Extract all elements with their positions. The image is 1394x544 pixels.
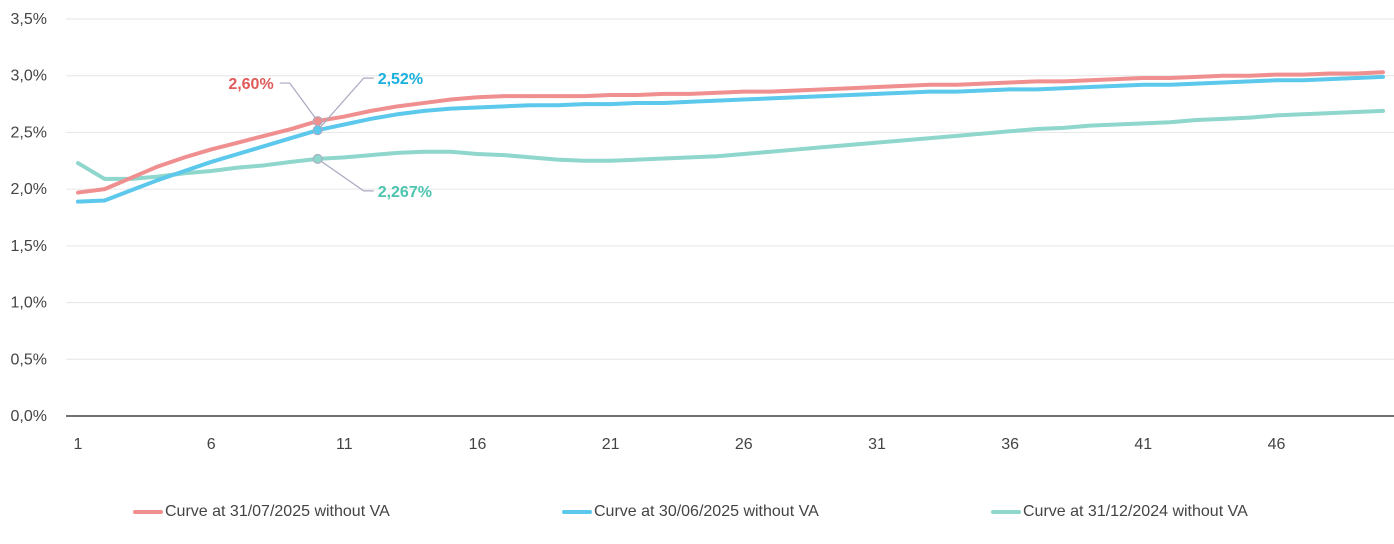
x-tick-label: 36 (1001, 436, 1019, 453)
legend-swatch-dec-2024 (991, 510, 1021, 514)
y-tick-label: 3,0% (11, 68, 47, 85)
legend-item-dec-2024[interactable]: Curve at 31/12/2024 without VA (991, 498, 1248, 526)
chart-legend: Curve at 31/07/2025 without VA Curve at … (0, 498, 1394, 528)
y-tick-label: 0,0% (11, 408, 47, 425)
annotation-leader-2 (317, 158, 374, 192)
y-tick-label: 1,5% (11, 238, 47, 255)
y-tick-label: 2,0% (11, 181, 47, 198)
x-tick-label: 16 (469, 436, 487, 453)
annotation-marker-2 (312, 153, 323, 164)
y-tick-label: 1,0% (11, 295, 47, 312)
series-line-2 (76, 108, 1385, 181)
series-line-0 (76, 70, 1385, 195)
legend-item-jun-2025[interactable]: Curve at 30/06/2025 without VA (562, 498, 819, 526)
x-tick-label: 41 (1134, 436, 1152, 453)
annotation-label-0: 2,60% (228, 76, 273, 93)
x-tick-label: 26 (735, 436, 753, 453)
legend-label-jun-2025: Curve at 30/06/2025 without VA (594, 503, 819, 520)
y-tick-label: 0,5% (11, 351, 47, 368)
legend-item-jul-2025[interactable]: Curve at 31/07/2025 without VA (133, 498, 390, 526)
y-tick-label: 2,5% (11, 124, 47, 141)
series-line-1 (76, 74, 1385, 204)
legend-label-jul-2025: Curve at 31/07/2025 without VA (165, 503, 390, 520)
x-tick-label: 11 (336, 436, 353, 453)
x-tick-label: 21 (602, 436, 620, 453)
x-tick-label: 1 (74, 436, 83, 453)
x-tick-label: 31 (868, 436, 886, 453)
annotation-leader-1 (317, 77, 374, 131)
x-tick-label: 46 (1268, 436, 1286, 453)
annotation-label-2: 2,267% (378, 184, 432, 201)
annotation-label-1: 2,52% (378, 71, 423, 88)
x-tick-label: 6 (207, 436, 216, 453)
annotation-leader-0 (279, 82, 319, 122)
y-tick-label: 3,5% (11, 11, 47, 28)
legend-swatch-jun-2025 (562, 510, 592, 514)
annotation-marker-0 (312, 116, 323, 127)
legend-label-dec-2024: Curve at 31/12/2024 without VA (1023, 503, 1248, 520)
legend-swatch-jul-2025 (133, 510, 163, 514)
annotation-marker-1 (312, 125, 323, 136)
